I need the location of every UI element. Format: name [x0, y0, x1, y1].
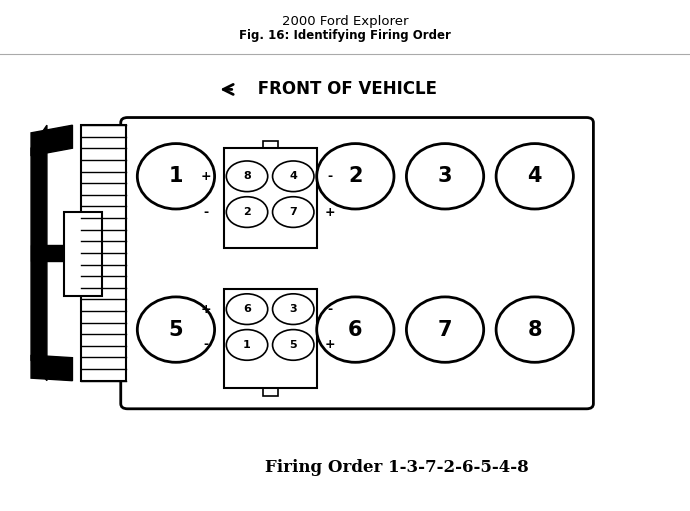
Text: 6: 6 — [243, 304, 251, 314]
Bar — [224, 289, 317, 388]
Circle shape — [273, 330, 314, 360]
Text: FRONT OF VEHICLE: FRONT OF VEHICLE — [252, 80, 437, 99]
Text: 5: 5 — [168, 319, 184, 340]
Text: 7: 7 — [437, 319, 453, 340]
Circle shape — [226, 294, 268, 324]
Text: -: - — [327, 170, 333, 183]
FancyBboxPatch shape — [121, 118, 593, 409]
Text: -: - — [203, 205, 208, 219]
Polygon shape — [31, 125, 72, 156]
Ellipse shape — [406, 297, 484, 362]
Ellipse shape — [317, 144, 394, 209]
Ellipse shape — [496, 144, 573, 209]
Text: -: - — [327, 303, 333, 316]
Text: Firing Order 1-3-7-2-6-5-4-8: Firing Order 1-3-7-2-6-5-4-8 — [265, 459, 529, 476]
Text: 2: 2 — [348, 166, 363, 187]
Text: 7: 7 — [289, 207, 297, 217]
Text: 1: 1 — [168, 166, 184, 187]
Bar — [264, 388, 279, 396]
Circle shape — [226, 330, 268, 360]
Ellipse shape — [406, 144, 484, 209]
Text: +: + — [200, 303, 211, 316]
Circle shape — [226, 161, 268, 192]
Text: 8: 8 — [243, 171, 251, 181]
Bar — [264, 141, 279, 148]
Ellipse shape — [317, 297, 394, 362]
Ellipse shape — [137, 297, 215, 362]
Circle shape — [273, 197, 314, 227]
Circle shape — [273, 294, 314, 324]
Text: 4: 4 — [289, 171, 297, 181]
Text: 2000 Ford Explorer: 2000 Ford Explorer — [282, 15, 408, 28]
Text: 8: 8 — [527, 319, 542, 340]
Circle shape — [226, 197, 268, 227]
Bar — [224, 148, 317, 248]
Text: -: - — [203, 338, 208, 352]
Text: +: + — [324, 338, 335, 352]
Ellipse shape — [496, 297, 573, 362]
Polygon shape — [31, 245, 72, 261]
Text: 4: 4 — [527, 166, 542, 187]
Text: 1: 1 — [243, 340, 251, 350]
Circle shape — [273, 161, 314, 192]
Polygon shape — [31, 355, 72, 381]
Ellipse shape — [137, 144, 215, 209]
Text: 2: 2 — [243, 207, 251, 217]
Text: 3: 3 — [437, 166, 453, 187]
Polygon shape — [31, 125, 47, 381]
Text: 6: 6 — [348, 319, 363, 340]
Text: Fig. 16: Identifying Firing Order: Fig. 16: Identifying Firing Order — [239, 29, 451, 42]
Text: +: + — [200, 170, 211, 183]
Bar — [64, 212, 102, 296]
Bar — [81, 125, 126, 381]
Text: +: + — [324, 205, 335, 219]
Text: 5: 5 — [289, 340, 297, 350]
Text: 3: 3 — [289, 304, 297, 314]
